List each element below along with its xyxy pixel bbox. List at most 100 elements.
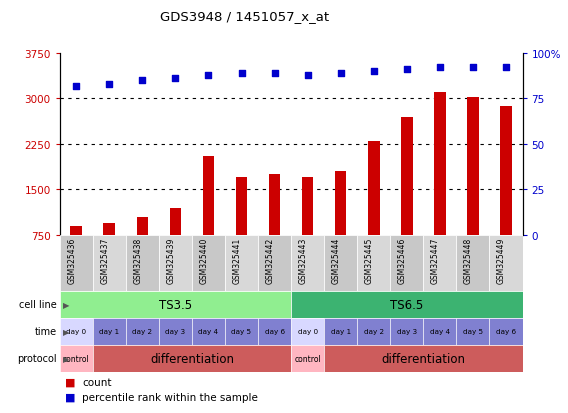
Bar [401,117,412,281]
Text: control: control [63,354,90,363]
Text: control: control [294,354,321,363]
Text: GSM325438: GSM325438 [133,237,143,283]
Bar [269,175,281,281]
Bar [324,345,523,372]
Bar [159,235,192,291]
Bar [93,318,126,345]
Point [369,69,378,75]
Text: TS3.5: TS3.5 [159,298,192,311]
Bar [192,318,225,345]
Bar [126,235,159,291]
Bar [60,345,93,372]
Bar [258,318,291,345]
Text: differentiation: differentiation [150,352,234,365]
Text: percentile rank within the sample: percentile rank within the sample [82,392,258,402]
Text: GSM325448: GSM325448 [464,237,473,283]
Bar [467,98,479,281]
Text: day 1: day 1 [99,328,119,335]
Text: day 4: day 4 [430,328,450,335]
Text: GSM325441: GSM325441 [232,237,241,283]
Text: day 5: day 5 [463,328,483,335]
Bar [457,235,490,291]
Text: day 2: day 2 [364,328,384,335]
Point [138,78,147,84]
Text: day 3: day 3 [165,328,185,335]
Bar [368,142,379,281]
Text: ▶: ▶ [62,327,69,336]
Text: GSM325436: GSM325436 [67,237,76,283]
Text: day 6: day 6 [265,328,285,335]
Text: ▶: ▶ [62,300,69,309]
Bar [423,318,457,345]
Text: protocol: protocol [17,353,57,363]
Bar [93,345,291,372]
Text: ■: ■ [65,377,76,387]
Bar [159,318,192,345]
Text: TS6.5: TS6.5 [390,298,424,311]
Point [270,70,279,77]
Text: GSM325446: GSM325446 [398,237,407,283]
Text: day 3: day 3 [397,328,417,335]
Bar [357,318,390,345]
Point [171,76,180,83]
Point [105,81,114,88]
Point [303,72,312,79]
Bar [335,172,346,281]
Bar [236,178,247,281]
Text: ■: ■ [65,392,76,402]
Text: cell line: cell line [19,299,57,310]
Point [72,83,81,90]
Bar [291,345,324,372]
Text: GSM325449: GSM325449 [497,237,506,283]
Point [469,65,478,71]
Point [502,65,511,71]
Bar [60,235,93,291]
Text: GSM325444: GSM325444 [332,237,341,283]
Bar [291,318,324,345]
Bar [490,318,523,345]
Bar [225,235,258,291]
Bar [291,291,523,318]
Bar [60,291,291,318]
Text: ▶: ▶ [62,354,69,363]
Point [237,70,246,77]
Text: day 2: day 2 [132,328,152,335]
Bar [136,217,148,281]
Bar [192,235,225,291]
Text: day 0: day 0 [298,328,318,335]
Text: day 6: day 6 [496,328,516,335]
Text: GSM325437: GSM325437 [100,237,109,283]
Text: GSM325442: GSM325442 [266,237,274,283]
Bar [324,235,357,291]
Text: GSM325440: GSM325440 [199,237,208,283]
Bar [126,318,159,345]
Point [204,72,213,79]
Text: GSM325447: GSM325447 [431,237,440,283]
Bar [291,235,324,291]
Bar [203,157,214,281]
Bar [434,93,446,281]
Bar [170,208,181,281]
Point [435,65,444,71]
Bar [60,318,93,345]
Bar [423,235,457,291]
Bar [258,235,291,291]
Bar [357,235,390,291]
Text: GSM325445: GSM325445 [365,237,374,283]
Bar [457,318,490,345]
Bar [490,235,523,291]
Bar [302,178,314,281]
Point [336,70,345,77]
Bar [103,223,115,281]
Text: day 1: day 1 [331,328,351,335]
Text: GSM325443: GSM325443 [299,237,308,283]
Point [402,67,411,74]
Bar [70,226,82,281]
Text: GDS3948 / 1451057_x_at: GDS3948 / 1451057_x_at [160,10,329,23]
Bar [225,318,258,345]
Text: day 4: day 4 [198,328,219,335]
Text: count: count [82,377,112,387]
Bar [390,235,423,291]
Text: day 0: day 0 [66,328,86,335]
Bar [324,318,357,345]
